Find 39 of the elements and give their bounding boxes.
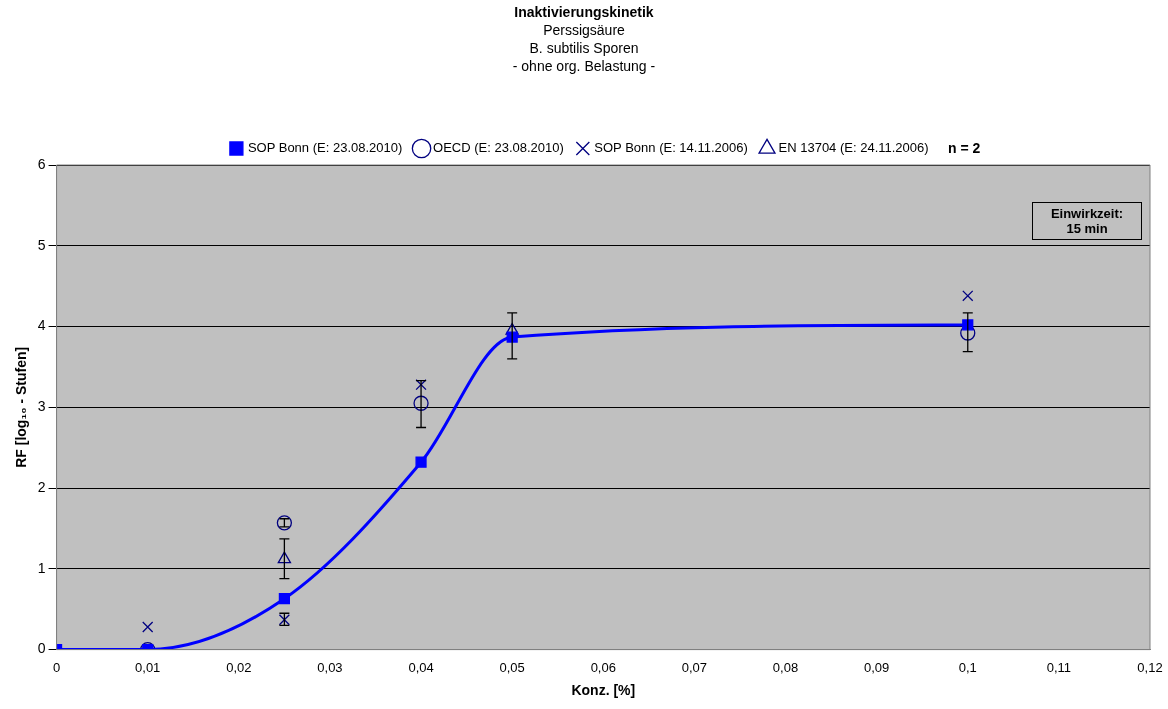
legend-label: SOP Bonn (E: 23.08.2010) bbox=[247, 140, 403, 156]
y-tick-label: 5 bbox=[37, 236, 46, 253]
chart-title: Inaktivierungskinetik bbox=[513, 4, 655, 20]
x-tick-label: 0,04 bbox=[408, 659, 434, 675]
x-tick-label: 0,12 bbox=[1137, 659, 1163, 675]
x-tick-label: 0,03 bbox=[317, 659, 343, 675]
x-tick-label: 0,07 bbox=[681, 659, 708, 675]
y-tick-label: 2 bbox=[37, 478, 46, 495]
legend-label: EN 13704 (E: 24.11.2006) bbox=[778, 140, 929, 156]
chart-subtitle: Perssigsäure B. subtilis Sporen - ohne org. Belastung - bbox=[511, 21, 657, 75]
point bbox=[960, 325, 976, 341]
x-tick-label: 0,05 bbox=[499, 659, 525, 675]
x-tick-label: 0,09 bbox=[863, 659, 890, 675]
x-axis-title: Konz. [%] bbox=[571, 682, 636, 699]
text: n = 2 bbox=[948, 140, 981, 156]
point bbox=[277, 551, 292, 564]
point bbox=[413, 395, 429, 411]
y-tick-label: 4 bbox=[37, 317, 46, 334]
point bbox=[278, 593, 290, 605]
y-tick-label: 3 bbox=[37, 398, 46, 415]
y-tick-label: 0 bbox=[37, 640, 46, 657]
y-tick-label: 1 bbox=[37, 559, 46, 576]
point bbox=[415, 379, 427, 391]
legend-label: SOP Bonn (E: 14.11.2006) bbox=[594, 140, 748, 156]
x-tick-label: 0,11 bbox=[1046, 659, 1072, 675]
x-tick-label: 0 bbox=[52, 659, 61, 675]
x-tick-label: 0,08 bbox=[772, 659, 799, 675]
y-axis-title: RF [log₁₀ - Stufen] bbox=[13, 346, 30, 468]
y-tick-label: 6 bbox=[37, 155, 46, 172]
point bbox=[962, 319, 974, 331]
legend-label: OECD (E: 23.08.2010) bbox=[433, 140, 564, 156]
point bbox=[415, 456, 427, 468]
point bbox=[962, 290, 974, 302]
x-tick-label: 0,01 bbox=[135, 659, 161, 675]
x-tick-label: 0,02 bbox=[226, 659, 252, 675]
x-tick-label: 0,06 bbox=[590, 659, 616, 675]
annotation: Einwirkzeit: 15 min bbox=[1032, 202, 1142, 240]
x-tick-label: 0,1 bbox=[958, 659, 977, 675]
point bbox=[142, 621, 154, 633]
